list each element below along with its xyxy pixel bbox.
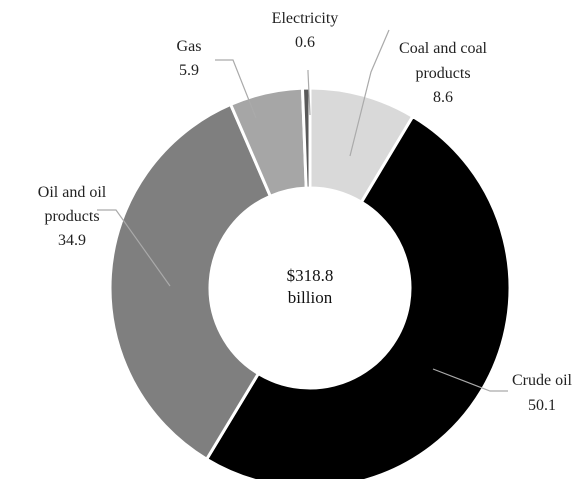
slice-electricity	[300, 86, 312, 190]
leader-line-gas	[215, 59, 257, 119]
slice-crude-oil	[205, 114, 512, 479]
center-label: $318.8 billion	[287, 266, 334, 307]
slice-value-electricity: 0.6	[295, 34, 315, 51]
leader-line-coal-and-coal-products	[349, 29, 390, 157]
center-label-amount: $318.8	[287, 266, 334, 285]
leader-line-electricity	[307, 70, 311, 116]
slice-labels: Coal and coal products 8.6 Crude oil 50.1 Oil…	[38, 10, 573, 414]
slice-value-crude-oil: 50.1	[528, 397, 556, 414]
slice-label-oil-and-oil-products: products	[44, 208, 99, 225]
leader-lines	[97, 29, 508, 392]
slice-label-oil-and-oil-products: Oil and oil	[38, 184, 107, 201]
slice-label-electricity: Electricity	[272, 10, 339, 27]
leader-line-crude-oil	[432, 368, 508, 392]
slice-value-oil-and-oil-products: 34.9	[58, 232, 86, 249]
slice-label-crude-oil: Crude oil	[512, 372, 573, 389]
slice-oil-and-oil-products	[108, 102, 272, 461]
slice-value-gas: 5.9	[179, 62, 199, 79]
leader-line-oil-and-oil-products	[97, 209, 171, 287]
slice-label-gas: Gas	[177, 38, 202, 55]
slice-label-coal-and-coal-products: Coal and coal	[399, 40, 488, 57]
slice-value-coal-and-coal-products: 8.6	[433, 89, 453, 106]
center-label-unit: billion	[288, 288, 333, 307]
slice-label-coal-and-coal-products: products	[415, 65, 470, 82]
donut-slices	[108, 86, 512, 479]
